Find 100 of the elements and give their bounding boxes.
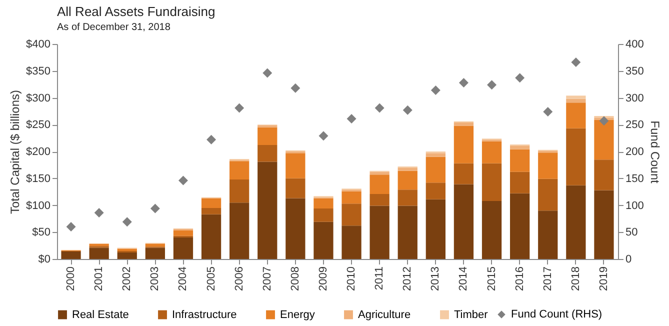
bar (201, 208, 222, 214)
bar (510, 193, 530, 259)
bar (89, 244, 109, 246)
x-tick-label: 2006 (233, 266, 246, 291)
y2-tick-label: 400 (626, 38, 644, 50)
point (178, 176, 188, 186)
bar (594, 190, 614, 259)
bar (258, 145, 278, 162)
point (374, 103, 384, 113)
point (262, 68, 272, 78)
bar (201, 198, 222, 208)
point (150, 204, 160, 214)
y2-tick-label: 150 (626, 172, 644, 185)
y2-tick-label: 100 (626, 200, 644, 212)
x-tick-label: 2002 (121, 266, 134, 291)
bar (370, 174, 390, 194)
chart-title: All Real Assets Fundraising (57, 4, 216, 19)
x-tick-label: 2007 (261, 266, 274, 291)
bar (201, 214, 222, 259)
point (402, 105, 412, 115)
y2-axis-title: Fund Count (648, 120, 662, 184)
legend-label: Real Estate (72, 308, 129, 321)
point (234, 103, 244, 113)
point (94, 208, 104, 218)
x-tick-label: 2012 (402, 266, 414, 291)
bar (173, 230, 194, 236)
bar (482, 200, 502, 259)
x-tick-label: 2015 (486, 266, 498, 291)
x-tick-label: 2001 (93, 266, 106, 291)
y-tick-label: $250 (26, 119, 50, 132)
x-tick-label: 2008 (289, 266, 302, 291)
bar (594, 120, 614, 160)
bar (117, 252, 137, 259)
x-tick-label: 2016 (514, 266, 526, 291)
x-tick-label: 2009 (317, 266, 330, 291)
point (487, 80, 497, 90)
bar (145, 248, 165, 259)
point (206, 134, 216, 144)
bar (258, 127, 278, 146)
y2-tick-label: 350 (626, 65, 644, 78)
bar (370, 206, 390, 259)
point (515, 73, 525, 83)
point (599, 116, 609, 126)
point (458, 78, 468, 88)
bar (566, 128, 586, 186)
y2-tick-label: 300 (626, 92, 644, 104)
y-axis-title: Total Capital ($ billions) (8, 90, 22, 214)
bar (538, 152, 558, 179)
bar (426, 156, 446, 183)
bar (426, 153, 446, 157)
bar (398, 190, 418, 206)
bar (314, 222, 334, 259)
bar (398, 206, 418, 259)
point (122, 217, 132, 227)
y-tick-label: $200 (26, 146, 50, 158)
chart-subtitle: As of December 31, 2018 (57, 22, 171, 33)
bar (566, 185, 586, 259)
bar (426, 199, 446, 259)
y-tick-label: $50 (32, 226, 50, 239)
bar (594, 160, 614, 190)
bar (482, 163, 502, 201)
bar (398, 168, 418, 171)
bar (510, 146, 530, 150)
legend-label: Timber (454, 308, 488, 321)
bar (286, 178, 306, 198)
y2-tick-label: 250 (626, 119, 644, 132)
bar (370, 194, 390, 206)
point (290, 83, 300, 93)
point (318, 131, 328, 141)
x-tick-label: 2005 (205, 266, 218, 291)
bar (454, 126, 474, 164)
x-tick-label: 2014 (458, 266, 470, 291)
x-tick-label: 2018 (570, 266, 582, 291)
bar (538, 178, 558, 211)
bar (286, 198, 306, 259)
bar (426, 182, 446, 200)
legend-label: Agriculture (358, 308, 411, 321)
x-tick-label: 2013 (430, 266, 442, 291)
bar (510, 172, 530, 194)
x-tick-label: 2017 (542, 266, 554, 291)
y2-tick-label: 0 (626, 254, 632, 266)
point (346, 114, 356, 124)
y-tick-label: $100 (26, 200, 50, 212)
y2-tick-label: 50 (626, 226, 638, 239)
bar (454, 184, 474, 259)
point (430, 85, 440, 95)
bar (566, 98, 586, 103)
point (543, 106, 553, 116)
bar (258, 162, 278, 259)
y2-tick-label: 200 (626, 146, 644, 158)
legend-label: Infrastructure (172, 308, 237, 321)
bar (89, 248, 109, 259)
bar (482, 141, 502, 164)
x-tick-label: 2004 (177, 266, 190, 291)
y-tick-label: $350 (26, 65, 50, 78)
bar (314, 208, 334, 222)
y-tick-label: $400 (26, 38, 50, 50)
bar (286, 153, 306, 178)
x-tick-label: 2010 (346, 266, 358, 291)
x-tick-label: 2000 (65, 266, 78, 291)
